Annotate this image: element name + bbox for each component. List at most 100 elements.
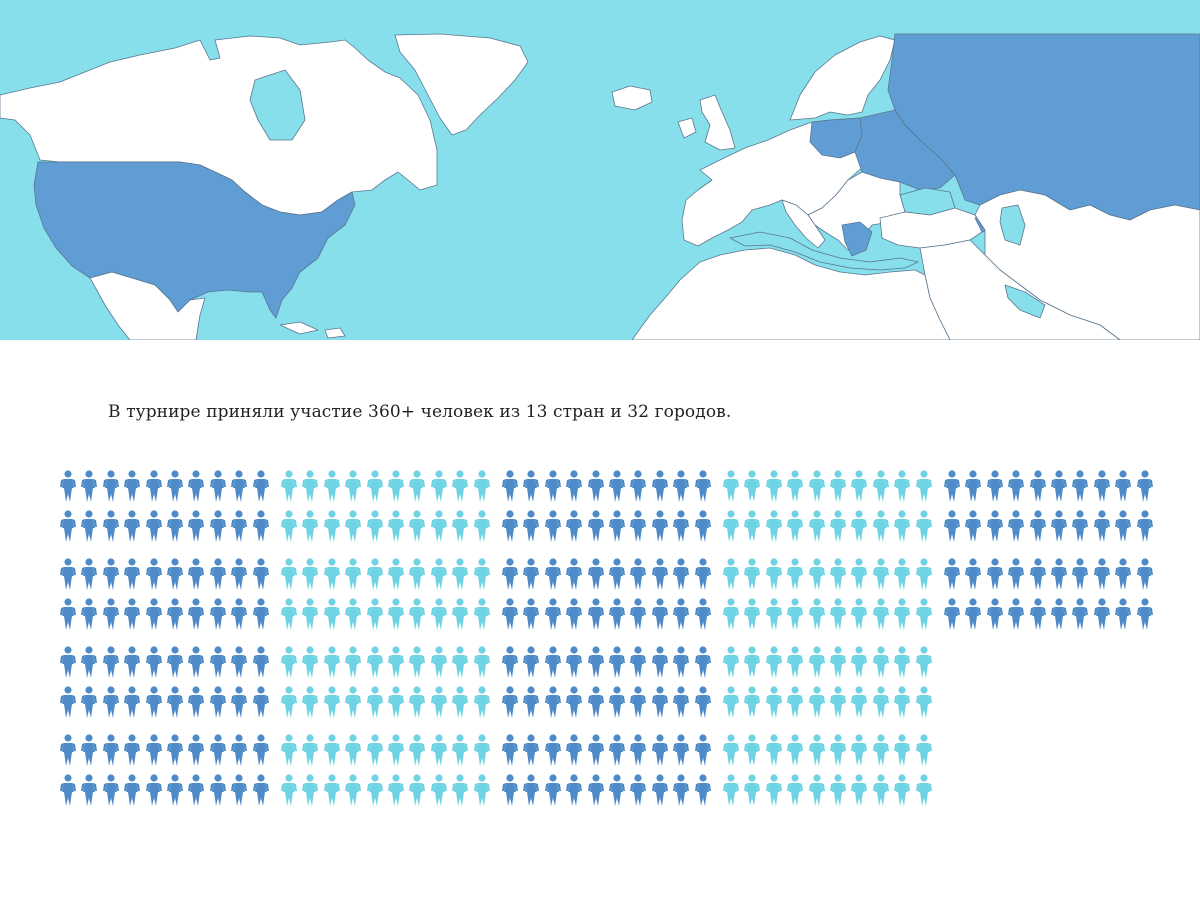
person-icon	[366, 734, 383, 766]
person-icon	[502, 470, 518, 502]
person-icon	[915, 470, 932, 502]
person-icon	[723, 646, 739, 678]
person-icon	[566, 774, 583, 806]
person-icon	[502, 510, 518, 542]
person-icon	[566, 646, 583, 678]
person-icon	[587, 470, 604, 502]
person-icon	[673, 686, 690, 718]
person-icon	[124, 734, 141, 766]
person-icon	[673, 470, 690, 502]
person-icon	[209, 734, 226, 766]
person-icon	[388, 774, 404, 806]
person-icon	[965, 510, 982, 542]
person-icon	[1072, 510, 1089, 542]
person-icon	[124, 558, 141, 590]
person-icon	[765, 646, 782, 678]
person-icon	[430, 558, 447, 590]
person-icon	[851, 598, 868, 630]
person-icon	[502, 558, 518, 590]
person-icon	[544, 774, 561, 806]
person-icon	[965, 558, 982, 590]
person-icon	[587, 734, 604, 766]
person-icon	[302, 774, 319, 806]
person-icon	[302, 470, 319, 502]
person-icon	[452, 646, 469, 678]
person-icon	[630, 646, 647, 678]
person-icon	[787, 734, 804, 766]
person-icon	[673, 558, 690, 590]
person-icon	[523, 646, 540, 678]
person-icon	[281, 734, 297, 766]
person-icon	[1093, 598, 1110, 630]
person-icon	[523, 598, 540, 630]
person-icon	[808, 558, 825, 590]
person-icon	[252, 734, 269, 766]
person-icon	[388, 686, 404, 718]
person-icon	[723, 686, 739, 718]
person-icon	[231, 774, 248, 806]
person-icon	[1008, 558, 1025, 590]
person-icon	[473, 686, 490, 718]
person-icon	[188, 598, 205, 630]
person-icon	[188, 774, 205, 806]
person-icon	[302, 510, 319, 542]
person-icon	[409, 774, 426, 806]
person-icon	[102, 510, 119, 542]
person-icon	[281, 510, 297, 542]
world-map	[0, 0, 1200, 340]
person-icon	[473, 510, 490, 542]
person-icon	[544, 686, 561, 718]
person-icon	[1008, 510, 1025, 542]
person-icon	[851, 774, 868, 806]
person-icon	[851, 686, 868, 718]
person-icon	[744, 598, 761, 630]
person-icon	[986, 510, 1003, 542]
person-icon	[167, 646, 183, 678]
person-icon	[81, 470, 98, 502]
person-icon	[830, 646, 846, 678]
person-icon	[808, 686, 825, 718]
person-icon	[965, 470, 982, 502]
person-icon	[1051, 510, 1067, 542]
person-icon	[252, 558, 269, 590]
person-icon	[544, 734, 561, 766]
person-icon	[544, 598, 561, 630]
person-icon	[281, 470, 297, 502]
person-icon	[830, 774, 846, 806]
person-icon	[209, 774, 226, 806]
hudson-bay	[249, 69, 306, 141]
person-icon	[60, 646, 76, 678]
person-icon	[102, 558, 119, 590]
person-icon	[252, 598, 269, 630]
person-icon	[323, 686, 340, 718]
person-icon	[673, 598, 690, 630]
person-icon	[81, 646, 98, 678]
person-icon	[986, 558, 1003, 590]
person-icon	[60, 510, 76, 542]
person-icon	[473, 558, 490, 590]
person-icon	[167, 598, 183, 630]
person-icon	[851, 558, 868, 590]
person-icon	[765, 470, 782, 502]
person-icon	[188, 558, 205, 590]
person-icon	[281, 558, 297, 590]
person-icon	[609, 470, 625, 502]
person-icon	[915, 598, 932, 630]
person-icon	[430, 646, 447, 678]
person-icon	[1051, 598, 1067, 630]
north-africa	[631, 247, 951, 340]
turkey	[879, 207, 986, 249]
person-icon	[81, 734, 98, 766]
person-icon	[102, 598, 119, 630]
person-icon	[872, 774, 889, 806]
person-icon	[452, 510, 469, 542]
person-icon	[452, 558, 469, 590]
person-icon	[915, 686, 932, 718]
person-icon	[1008, 598, 1025, 630]
person-icon	[523, 510, 540, 542]
person-icon	[81, 686, 98, 718]
person-icon	[787, 646, 804, 678]
person-icon	[188, 734, 205, 766]
person-icon	[1115, 510, 1132, 542]
